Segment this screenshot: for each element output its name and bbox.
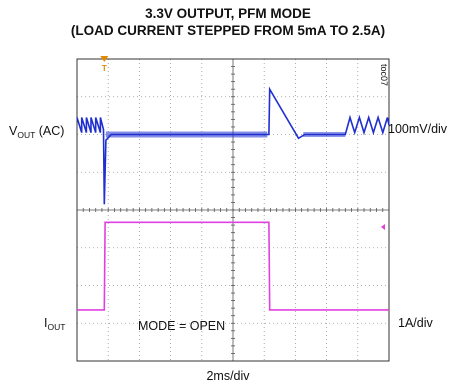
- iout-scale-label: 1A/div: [398, 316, 433, 330]
- trigger-label: T: [102, 64, 107, 73]
- chart-title-line2: (LOAD CURRENT STEPPED FROM 5mA TO 2.5A): [70, 23, 386, 38]
- plot-frame: [76, 58, 390, 362]
- chart-title-line1: 3.3V OUTPUT, PFM MODE: [145, 6, 311, 21]
- time-scale-label: 2ms/div: [206, 369, 250, 383]
- vout-noise-band: [105, 131, 268, 138]
- figure-id-label: toc07: [379, 64, 389, 87]
- iout-trace: [77, 221, 389, 311]
- iout-axis-label: IOUT: [44, 316, 66, 332]
- reference-marker-icon: [381, 223, 385, 230]
- trigger-marker-icon: [100, 56, 109, 62]
- vout-scale-label: 100mV/div: [388, 122, 448, 136]
- vout-axis-label: VOUT (AC): [9, 124, 65, 140]
- vout-noise-band: [303, 132, 346, 137]
- mode-annotation: MODE = OPEN: [138, 319, 226, 333]
